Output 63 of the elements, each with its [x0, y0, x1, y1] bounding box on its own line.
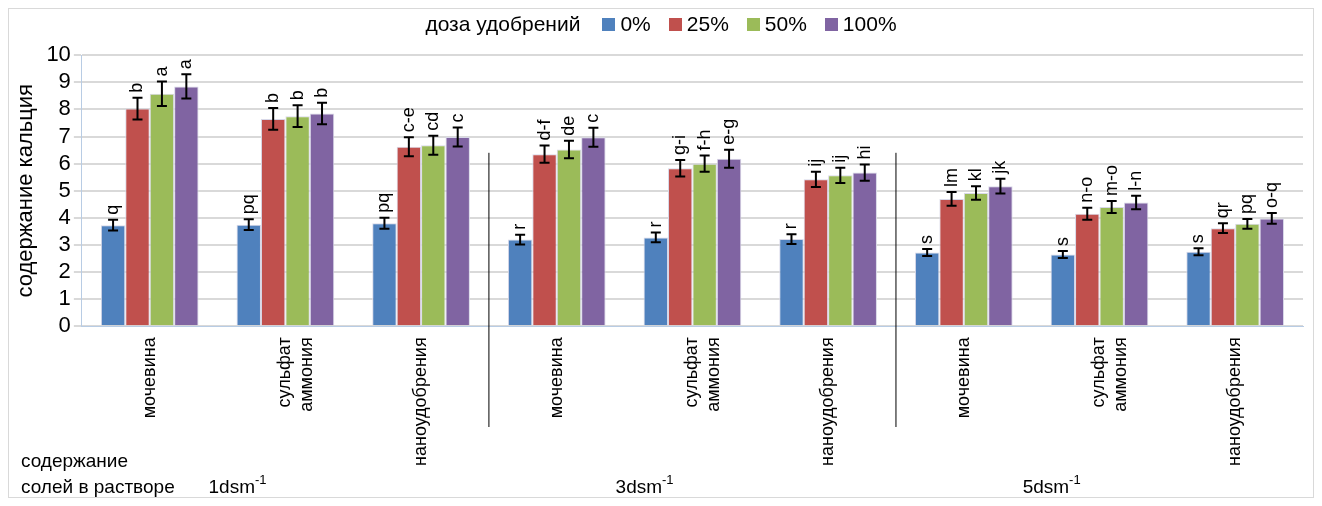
data-label: c	[582, 113, 603, 123]
data-label: b	[286, 90, 307, 101]
x-tick-label: наноудобрения	[1224, 337, 1245, 467]
data-label: l-n	[1125, 170, 1146, 191]
data-label: r	[509, 223, 530, 230]
y-tick-label: 10	[46, 41, 71, 67]
data-label: c-e	[397, 107, 418, 133]
x-tick-label: мочевина	[545, 336, 566, 419]
data-label: cd	[422, 111, 443, 131]
data-label: pq	[1236, 193, 1257, 214]
y-tick-label: 8	[58, 95, 71, 121]
data-label: r	[644, 221, 665, 228]
data-label: r	[780, 223, 801, 230]
data-label: pq	[373, 192, 394, 213]
y-tick-label: 5	[58, 176, 71, 202]
data-label: f-h	[693, 129, 714, 151]
y-tick-label: 2	[58, 258, 71, 284]
data-label: a	[175, 58, 196, 70]
x-tick-label: наноудобрения	[817, 337, 838, 467]
data-label: o-q	[1260, 181, 1281, 208]
y-tick-label: 9	[58, 68, 71, 94]
x-tick-label: наноудобрения	[410, 337, 431, 467]
legend-label: 25%	[686, 12, 729, 36]
data-label: s	[1187, 234, 1208, 244]
data-label: s	[916, 235, 937, 245]
data-label: d-f	[533, 118, 554, 141]
data-label: ij	[829, 154, 850, 163]
y-tick-label: 1	[58, 285, 71, 311]
legend-label: 100%	[842, 12, 897, 36]
data-label: b	[310, 87, 331, 98]
y-tick-label: 4	[58, 203, 71, 229]
data-label: n-o	[1076, 176, 1097, 203]
data-label: e-g	[718, 118, 739, 145]
data-label: kl	[964, 168, 985, 182]
x-tick-label: мочевина	[138, 336, 159, 419]
x-axis-title: содержание солей в растворе	[21, 450, 175, 497]
legend-title: доза удобрений	[425, 12, 581, 36]
legend-label: 0%	[620, 12, 651, 36]
data-label: g-i	[669, 135, 690, 156]
x-tick-label: сульфат аммония	[681, 337, 723, 412]
data-label: s	[1051, 236, 1072, 246]
y-tick-label: 6	[58, 149, 71, 175]
y-tick-label: 0	[58, 312, 71, 338]
data-label: de	[557, 115, 578, 136]
data-label: lm	[940, 168, 961, 188]
data-label: c	[446, 113, 467, 123]
data-label: jk	[989, 159, 1010, 175]
data-label: b	[262, 93, 283, 104]
y-axis-title: содержание кальция	[12, 84, 38, 298]
data-label: pq	[237, 194, 258, 215]
data-label: b	[126, 82, 147, 93]
legend-label: 50%	[764, 12, 807, 36]
y-tick-label: 3	[58, 231, 71, 257]
data-label: ij	[804, 158, 825, 167]
data-label: hi	[853, 145, 874, 160]
x-tick-label: сульфат аммония	[274, 337, 316, 412]
data-label: qr	[1211, 202, 1232, 219]
x-tick-label: сульфат аммония	[1088, 337, 1131, 412]
y-tick-label: 7	[58, 122, 71, 148]
data-label: m-o	[1100, 165, 1121, 197]
data-label: q	[102, 204, 123, 215]
x-tick-label: мочевина	[952, 336, 973, 419]
data-label: a	[150, 65, 171, 77]
